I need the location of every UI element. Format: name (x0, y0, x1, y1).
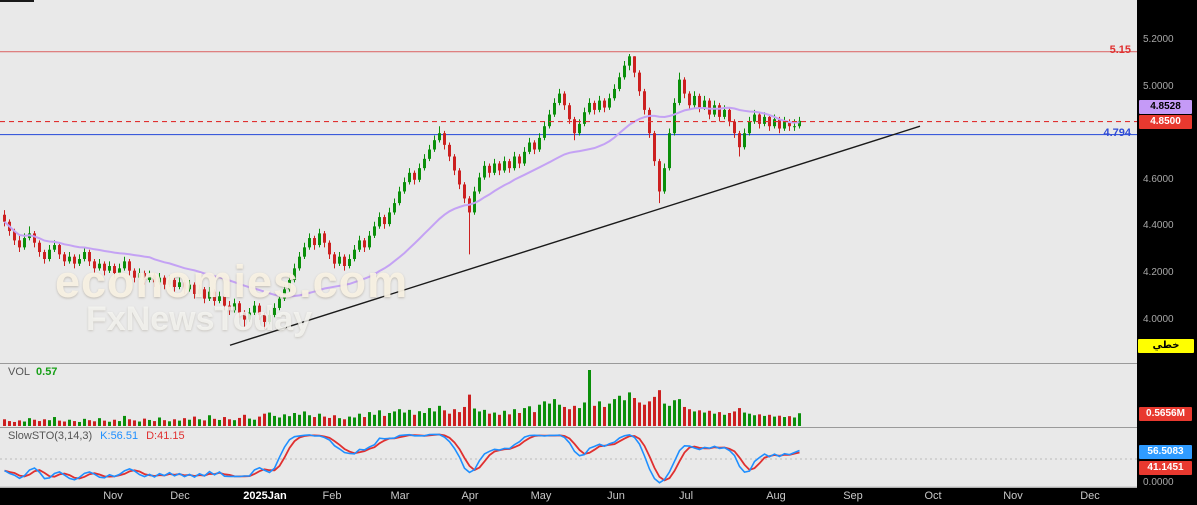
toolbar-remnant (0, 0, 34, 2)
price-axis-label: 4.0000 (1143, 313, 1174, 325)
time-axis-label: Feb (322, 490, 342, 502)
stochastic-d-badge: 41.1451 (1139, 461, 1192, 475)
price-axis-label: 5.0000 (1143, 80, 1174, 92)
time-axis-label: Sep (843, 490, 863, 502)
stochastic-title: SlowSTO(3,14,3) (8, 430, 93, 442)
last-price-badge: 4.8528 (1139, 100, 1192, 114)
volume-indicator-header: VOL 0.57 (8, 366, 57, 378)
price-axis-label: 5.2000 (1143, 34, 1174, 45)
stochastic-k-value: K:56.51 (100, 430, 139, 442)
time-axis-label: Oct (924, 490, 942, 502)
time-axis-label: Apr (461, 490, 479, 502)
time-axis-label: Jul (678, 490, 694, 502)
price-axis-label: 4.2000 (1143, 267, 1174, 278)
price-axis-label: 4.6000 (1143, 173, 1174, 185)
time-axis-label: Nov (1003, 490, 1023, 502)
time-axis-label: Dec (1080, 490, 1100, 502)
stochastic-zero-label: 0.0000 (1143, 477, 1174, 488)
alert-price-badge: 4.8500 (1139, 115, 1192, 129)
stochastic-indicator-header: SlowSTO(3,14,3) K:56.51 D:41.15 (8, 430, 185, 442)
time-axis-label: May (530, 490, 552, 502)
volume-badge: 0.5656M (1139, 407, 1192, 421)
support-price-label: 4.794 (1103, 127, 1131, 139)
stochastic-k-badge: 56.5083 (1139, 445, 1192, 459)
time-axis[interactable]: Nov Dec 2025Jan Feb Mar Apr May Jun Jul Aug Sep Oct… (0, 488, 1197, 505)
scale-type-badge[interactable]: خطي (1138, 339, 1194, 353)
time-axis-label: Jun (607, 490, 625, 502)
price-chart-canvas[interactable] (0, 0, 1137, 488)
volume-title: VOL (8, 366, 31, 378)
price-axis-label: 4.4000 (1143, 220, 1174, 232)
time-axis-label: 2025Jan (243, 490, 287, 502)
time-axis-label: Nov (103, 490, 123, 502)
time-axis-label: Dec (170, 490, 190, 502)
time-axis-label: Aug (766, 490, 786, 502)
volume-current-value: 0.57 (36, 366, 58, 378)
time-axis-label: Mar (390, 490, 410, 502)
price-axis[interactable]: 5.2000 5.0000 4.6000 4.4000 4.2000 4.0000 4.8… (1137, 0, 1197, 505)
stochastic-d-value: D:41.15 (146, 430, 185, 442)
resistance-price-label: 5.15 (1109, 44, 1131, 56)
